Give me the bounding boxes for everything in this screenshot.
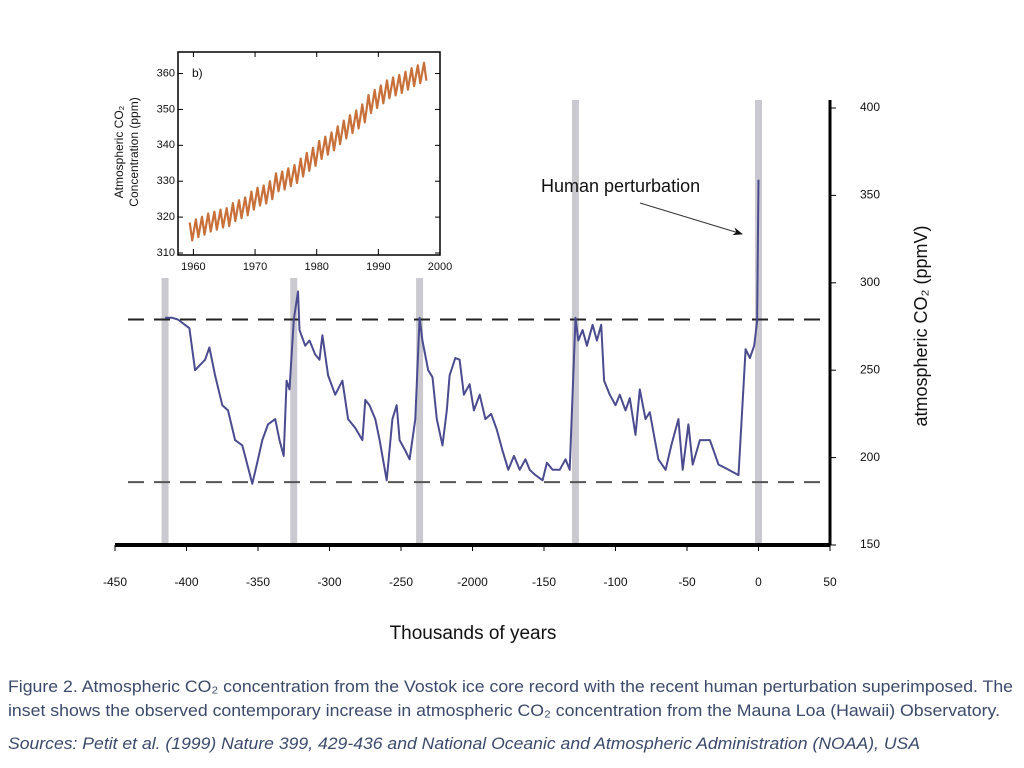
y-tick-label: 310 — [157, 247, 175, 259]
y-axis-title: Atmospheric CO₂ — [112, 105, 126, 198]
x-tick-label: -450 — [103, 575, 127, 589]
y-tick-label: 350 — [157, 103, 175, 115]
x-tick-label: -2000 — [457, 575, 488, 589]
y-tick-label: 200 — [860, 450, 880, 464]
x-tick-label: 50 — [823, 575, 837, 589]
y-tick-label: 150 — [860, 537, 880, 551]
x-tick-label: 1990 — [366, 261, 390, 273]
x-tick-label: -150 — [532, 575, 556, 589]
x-tick-label: -50 — [678, 575, 696, 589]
inset-background — [100, 38, 462, 278]
x-tick-label: 1980 — [304, 261, 328, 273]
x-tick-label: 1970 — [243, 261, 267, 273]
data-line — [165, 179, 760, 485]
y-tick-label: 300 — [860, 275, 880, 289]
data-line — [188, 61, 428, 242]
x-tick-label: -400 — [174, 575, 198, 589]
caption-sources: Sources: Petit et al. (1999) Nature 399,… — [8, 734, 920, 753]
main-chart: -450 -400 -350 -300 -250 -2000 -150 -100 -50 0 50 1… — [103, 100, 931, 644]
y-tick-label: 360 — [157, 67, 175, 79]
x-tick-label: 2000 — [428, 261, 452, 273]
y-tick-label: 340 — [157, 139, 175, 151]
y-tick-label: 250 — [860, 362, 880, 376]
shaded-period — [161, 265, 169, 545]
annotation: Human perturbation — [541, 176, 700, 196]
shaded-period — [755, 100, 762, 545]
caption-line: Figure 2. Atmospheric CO₂ concentration … — [8, 677, 1013, 696]
y-axis-title: Concentration (ppm) — [127, 97, 141, 206]
x-axis-title: Thousands of years — [390, 623, 557, 644]
x-tick-label: -250 — [389, 575, 413, 589]
x-tick-label: -100 — [603, 575, 627, 589]
inset-frame — [177, 51, 441, 256]
x-tick-label: -350 — [246, 575, 270, 589]
y-axis-title: atmospheric CO₂ (ppmV) — [911, 225, 931, 426]
caption-line: inset shows the observed contemporary in… — [8, 701, 1000, 720]
y-tick-label: 320 — [157, 211, 175, 223]
x-tick-label: -300 — [317, 575, 341, 589]
x-tick-label: 1960 — [181, 261, 205, 273]
shaded-period — [290, 265, 298, 545]
shaded-period — [416, 265, 424, 545]
annotation-arrow — [639, 202, 743, 236]
panel-label: b) — [192, 66, 203, 80]
y-tick-label: 400 — [860, 100, 880, 114]
y-tick-label: 330 — [157, 175, 175, 187]
x-tick-label: 0 — [755, 575, 762, 589]
inset-chart: 1960 1970 1980 1990 2000 310 320 330 340 350 360 At… — [112, 51, 452, 273]
y-tick-label: 350 — [860, 188, 880, 202]
